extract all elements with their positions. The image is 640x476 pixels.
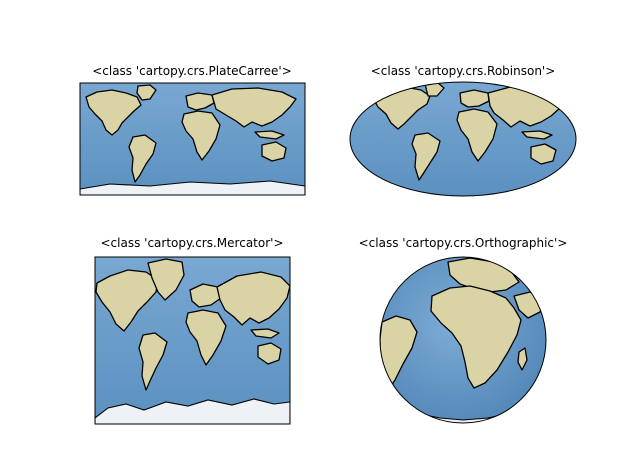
land-europe — [189, 283, 222, 308]
land-indonesia — [254, 130, 285, 140]
land-australia — [261, 141, 287, 162]
frame-orthographic — [379, 256, 547, 424]
panel-title-mercator: <class 'cartopy.crs.Mercator'> — [100, 236, 284, 250]
frame-robinson — [349, 81, 577, 197]
land-africa — [430, 285, 522, 389]
land-madagascar — [517, 347, 528, 371]
land-south-america — [380, 315, 418, 393]
land-indonesia — [250, 328, 280, 339]
land-asia — [216, 271, 290, 326]
land-south-america — [128, 134, 157, 183]
land-europe — [185, 92, 215, 111]
frame-platecarree — [79, 82, 306, 196]
land-australia — [257, 342, 282, 365]
land-africa — [456, 108, 498, 162]
land-north-america — [95, 269, 159, 332]
land-greenland — [147, 258, 185, 301]
panel-title-robinson: <class 'cartopy.crs.Robinson'> — [370, 64, 556, 78]
land-asia — [211, 87, 297, 128]
land-antarctica — [80, 180, 305, 195]
land-antarctica — [95, 398, 290, 424]
map-robinson — [349, 81, 577, 197]
land-south-america — [138, 332, 168, 391]
land-africa — [181, 110, 221, 161]
map-platecarree — [79, 82, 306, 196]
land-south-america — [411, 132, 441, 181]
panel-title-platecarree: <class 'cartopy.crs.PlateCarree'> — [92, 64, 292, 78]
land-north-america — [85, 89, 142, 136]
land-australia — [530, 143, 557, 165]
map-orthographic — [379, 256, 547, 424]
land-indonesia — [521, 130, 553, 140]
frame-mercator — [94, 256, 291, 425]
land-europe — [459, 89, 490, 108]
panel-title-orthographic: <class 'cartopy.crs.Orthographic'> — [358, 236, 568, 250]
land-greenland — [136, 84, 157, 101]
land-africa — [185, 309, 227, 366]
map-mercator — [94, 256, 291, 425]
